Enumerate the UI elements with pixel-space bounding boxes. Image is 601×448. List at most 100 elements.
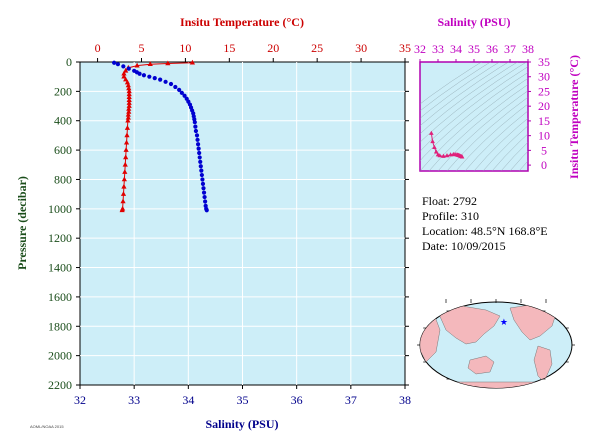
ts-temperature-tick-label: 30 — [538, 70, 550, 84]
temperature-axis-title: Insitu Temperature (°C) — [180, 15, 304, 29]
temperature-tick-label: 30 — [355, 41, 367, 55]
temperature-tick-label: 15 — [223, 41, 235, 55]
profile-gridlines-vertical — [133, 62, 352, 385]
pressure-tick-label: 1400 — [48, 261, 72, 275]
density-contour — [500, 141, 528, 171]
temperature-point — [121, 183, 127, 189]
temperature-point — [165, 60, 171, 66]
temperature-point — [124, 79, 131, 85]
ts-point — [429, 130, 434, 135]
ts-salinity-tick-label: 38 — [522, 42, 534, 56]
temperature-point — [125, 111, 131, 117]
pressure-tick-label: 400 — [54, 114, 72, 128]
salinity-point — [201, 186, 206, 191]
salinity-tick-label: 34 — [182, 393, 194, 407]
temperature-point — [122, 169, 128, 174]
density-contour — [420, 66, 528, 152]
density-contour — [420, 62, 500, 119]
pressure-tick-label: 1200 — [48, 231, 72, 245]
temperature-point — [126, 85, 132, 91]
pressure-tick-label: 200 — [54, 84, 72, 98]
density-contour — [473, 117, 528, 171]
temperature-series — [119, 59, 196, 213]
salinity-point — [194, 133, 200, 138]
temperature-point — [120, 198, 126, 204]
salinity-tick-label: 37 — [345, 393, 357, 407]
float-location: Location: 48.5°N 168.8°E — [422, 224, 548, 238]
density-contour — [455, 103, 528, 171]
salinity-point — [152, 76, 157, 81]
ts-salinity-tick-label: 33 — [432, 42, 444, 56]
pressure-tick-label: 800 — [54, 172, 72, 186]
salinity-axis: 32 33 34 35 36 37 38 — [74, 385, 411, 407]
temperature-point — [189, 59, 196, 65]
salinity-point — [177, 87, 182, 92]
salinity-point — [192, 120, 197, 125]
density-contour — [420, 62, 482, 105]
temperature-point — [126, 91, 132, 97]
temperature-point — [126, 100, 132, 105]
pressure-tick-label: 1600 — [48, 290, 72, 304]
temperature-point — [121, 70, 127, 76]
salinity-tick-label: 36 — [291, 393, 303, 407]
temperature-point — [147, 61, 153, 67]
temperature-tick-label: 25 — [311, 41, 323, 55]
temperature-point — [126, 94, 132, 100]
salinity-point — [126, 66, 131, 71]
float-number: Float: 2792 — [422, 194, 478, 208]
pressure-axis-title: Pressure (decibar) — [15, 176, 29, 270]
pressure-tick-label: 0 — [66, 55, 72, 69]
density-contour — [464, 110, 528, 171]
ts-temperature-tick-label: 5 — [541, 143, 547, 157]
salinity-point — [197, 150, 202, 156]
profile-date: Date: 10/09/2015 — [422, 239, 506, 253]
density-contour — [591, 52, 601, 171]
ts-point — [437, 153, 443, 158]
temperature-point — [119, 207, 125, 213]
ts-temperature-tick-label: 20 — [538, 99, 550, 113]
profile-plot: 0 5 10 15 20 25 30 35 32 33 34 35 36 37 38 0 200 400 600… — [15, 15, 411, 431]
pressure-tick-label: 2200 — [48, 378, 72, 392]
ts-temperature-tick-label: 25 — [538, 84, 550, 98]
salinity-point — [193, 128, 199, 134]
salinity-point — [195, 142, 201, 147]
temperature-point — [120, 191, 127, 196]
australia-landmass — [467, 355, 495, 375]
density-contour — [420, 62, 491, 112]
salinity-point — [137, 71, 142, 76]
temperature-point — [125, 82, 131, 88]
salinity-point — [179, 90, 184, 95]
salinity-tick-label: 33 — [128, 393, 140, 407]
salinity-point — [201, 190, 207, 195]
float-location-marker: ★ — [500, 317, 508, 327]
footer-credit: AOML/NOAA 2015 — [30, 424, 64, 429]
density-contour — [518, 160, 528, 171]
salinity-point — [204, 208, 209, 213]
ts-salinity-axis-title: Salinity (PSU) — [437, 15, 510, 29]
density-contour — [509, 150, 528, 171]
temperature-point — [126, 105, 132, 111]
density-contour — [420, 62, 509, 127]
ts-salinity-tick-label: 37 — [504, 42, 516, 56]
salinity-point — [193, 124, 198, 129]
salinity-point — [115, 62, 121, 67]
temperature-point — [124, 132, 130, 138]
ts-point — [459, 154, 465, 159]
ts-salinity-tick-label: 36 — [486, 42, 498, 56]
density-contour — [482, 125, 528, 171]
temperature-point — [123, 67, 129, 73]
salinity-series — [112, 60, 209, 213]
salinity-point — [199, 168, 204, 173]
ts-point — [444, 153, 450, 158]
map-ticks — [417, 299, 575, 380]
world-map: ★ — [417, 299, 575, 389]
salinity-point — [203, 199, 208, 204]
salinity-point — [199, 172, 204, 178]
salinity-tick-label: 38 — [399, 393, 411, 407]
density-contour — [420, 78, 528, 171]
density-contour — [420, 62, 518, 135]
temperature-tick-label: 20 — [267, 41, 279, 55]
ts-temperature-axis-title: Insitu Temperature (°C) — [567, 55, 581, 179]
salinity-point — [163, 79, 168, 84]
